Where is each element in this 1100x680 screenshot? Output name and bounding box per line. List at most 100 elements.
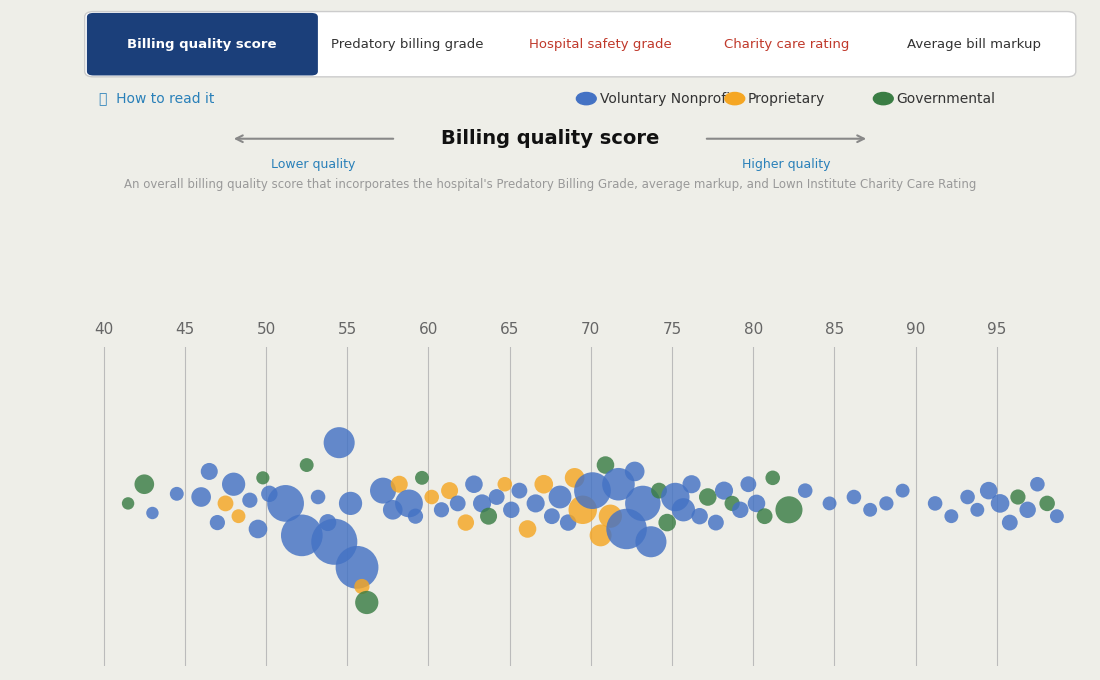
Point [496,479,514,490]
Point [732,505,749,515]
Point [254,473,272,483]
Point [574,505,592,515]
Text: 📖  How to read it: 📖 How to read it [99,92,214,105]
Point [821,498,838,509]
Point [384,505,402,515]
Point [330,437,348,448]
Point [683,479,701,490]
Point [739,479,757,490]
Point [1048,511,1066,522]
Point [763,473,781,483]
Point [342,498,360,509]
Point [642,537,660,547]
Text: Higher quality: Higher quality [742,158,830,171]
Point [707,517,725,528]
Point [748,498,766,509]
Point [473,498,491,509]
Point [659,517,676,528]
Point [326,537,343,547]
Point [674,505,692,515]
Point [192,492,210,503]
Point [353,581,371,592]
Point [626,466,644,477]
Point [1028,479,1046,490]
Point [535,479,552,490]
Point [543,511,561,522]
Point [845,492,862,503]
Point [724,498,741,509]
Text: Governmental: Governmental [896,92,996,105]
Point [358,597,375,608]
Point [991,498,1009,509]
Point [878,498,895,509]
Point [894,486,912,496]
Text: Charity care rating: Charity care rating [725,37,849,51]
Point [926,498,944,509]
Point [441,486,459,496]
Point [618,524,636,534]
Point [298,460,316,471]
Point [261,488,278,499]
Point [503,505,520,515]
Point [1009,492,1026,503]
Text: Proprietary: Proprietary [748,92,825,105]
Point [698,492,716,503]
Point [592,530,609,541]
Text: Lower quality: Lower quality [272,158,355,171]
Point [519,524,537,534]
Point [224,479,242,490]
Point [432,505,450,515]
Point [465,479,483,490]
Point [609,479,627,490]
Point [584,486,602,496]
Point [602,511,619,522]
Point [168,488,186,499]
Text: Billing quality score: Billing quality score [126,37,276,51]
Point [510,486,528,496]
Point [480,511,497,522]
Point [943,511,960,522]
Text: Average bill markup: Average bill markup [908,37,1041,51]
Point [200,466,218,477]
Point [144,507,162,518]
Point [241,495,258,506]
Point [277,498,295,509]
Point [968,505,986,515]
Point [390,479,408,490]
Point [1019,505,1036,515]
Point [551,492,569,503]
Point [959,492,977,503]
Point [217,498,234,509]
Point [374,486,392,496]
Point [319,517,337,528]
Point [796,486,814,496]
Text: Hospital safety grade: Hospital safety grade [529,37,671,51]
Point [230,511,248,522]
Point [559,517,576,528]
Point [209,517,227,528]
Point [456,517,474,528]
Point [634,498,651,509]
Point [980,486,998,496]
Point [293,530,310,541]
Point [691,511,708,522]
Point [422,492,440,503]
Point [400,498,418,509]
Point [1038,498,1056,509]
Point [349,562,366,573]
Point [414,473,431,483]
Text: Billing quality score: Billing quality score [441,129,659,148]
Point [861,505,879,515]
Point [596,460,614,471]
Point [309,492,327,503]
Point [527,498,544,509]
Text: An overall billing quality score that incorporates the hospital's Predatory Bill: An overall billing quality score that in… [124,178,976,192]
Point [565,473,583,483]
Point [449,498,466,509]
Point [780,505,798,515]
Point [667,492,684,503]
Text: Predatory billing grade: Predatory billing grade [331,37,484,51]
Point [135,479,153,490]
Point [250,524,267,534]
Text: Voluntary Nonprofit: Voluntary Nonprofit [600,92,735,105]
